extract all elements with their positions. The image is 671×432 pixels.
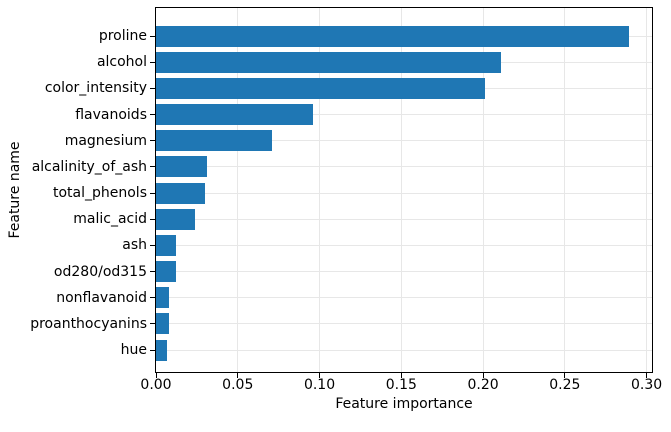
- bar-alcalinity-of-ash: [156, 156, 207, 178]
- v-gridline: [482, 8, 484, 372]
- h-gridline: [156, 218, 652, 220]
- y-tick-label: od280/od315: [53, 263, 147, 280]
- y-tick-label: malic_acid: [73, 211, 147, 228]
- v-gridline: [319, 8, 321, 372]
- h-gridline: [156, 349, 652, 351]
- x-tick-label: 0.05: [222, 377, 254, 393]
- y-tick-label: color_intensity: [44, 80, 147, 97]
- y-tick-mark: [150, 114, 155, 115]
- x-tick-label: 0.25: [549, 377, 581, 393]
- bar-hue: [156, 339, 168, 361]
- bar-proanthocyanins: [156, 313, 170, 335]
- y-tick-mark: [150, 218, 155, 220]
- y-tick-label: proline: [98, 28, 147, 44]
- plot-area: [155, 7, 653, 373]
- y-tick-mark: [150, 297, 155, 299]
- bar-malic-acid: [156, 208, 196, 230]
- x-tick-label: 0.00: [140, 377, 172, 393]
- y-tick-mark: [150, 349, 155, 351]
- x-tick-mark: [564, 373, 566, 378]
- h-gridline: [156, 114, 652, 115]
- h-gridline: [156, 297, 652, 299]
- bar-od280-od315: [156, 261, 176, 283]
- v-gridline: [400, 8, 402, 372]
- v-gridline: [646, 8, 648, 372]
- y-tick-label: magnesium: [64, 132, 147, 149]
- x-tick-mark: [155, 373, 157, 378]
- x-tick-mark: [646, 373, 648, 378]
- y-tick-mark: [150, 244, 155, 246]
- y-tick-label: hue: [120, 342, 147, 359]
- bar-nonflavanoid: [156, 287, 170, 309]
- x-tick-label: 0.20: [467, 377, 499, 393]
- y-tick-label: alcalinity_of_ash: [31, 158, 147, 175]
- x-tick-label: 0.15: [385, 377, 417, 393]
- h-gridline: [156, 140, 652, 142]
- y-tick-label: ash: [122, 237, 147, 254]
- y-tick-mark: [150, 192, 155, 194]
- bar-flavanoids: [156, 104, 313, 125]
- x-tick-mark: [400, 373, 402, 378]
- bar-color-intensity: [156, 77, 485, 99]
- bar-ash: [156, 234, 176, 256]
- x-tick-label: 0.30: [631, 377, 663, 393]
- y-tick-mark: [150, 87, 155, 89]
- h-gridline: [156, 323, 652, 325]
- y-tick-mark: [150, 35, 155, 37]
- h-gridline: [156, 192, 652, 194]
- h-gridline: [156, 271, 652, 273]
- bar-magnesium: [156, 130, 273, 152]
- y-tick-label: proanthocyanins: [30, 315, 147, 332]
- x-tick-mark: [319, 373, 321, 378]
- bar-total-phenols: [156, 182, 206, 204]
- y-tick-label: flavanoids: [75, 106, 147, 123]
- y-tick-mark: [150, 323, 155, 325]
- v-gridline: [564, 8, 566, 372]
- y-tick-label: nonflavanoid: [56, 289, 147, 306]
- h-gridline: [156, 244, 652, 246]
- v-gridline: [237, 8, 239, 372]
- bar-proline: [156, 25, 629, 47]
- x-tick-mark: [482, 373, 484, 378]
- bar-alcohol: [156, 51, 502, 73]
- x-axis-label: Feature importance: [335, 396, 473, 412]
- y-tick-label: total_phenols: [52, 185, 147, 202]
- y-tick-mark: [150, 61, 155, 63]
- x-tick-mark: [237, 373, 239, 378]
- y-axis-label: Feature name: [7, 141, 23, 239]
- h-gridline: [156, 166, 652, 168]
- x-tick-label: 0.10: [303, 377, 336, 393]
- y-tick-mark: [150, 271, 155, 273]
- y-tick-mark: [150, 166, 155, 168]
- y-tick-label: alcohol: [96, 54, 147, 71]
- y-tick-mark: [150, 140, 155, 142]
